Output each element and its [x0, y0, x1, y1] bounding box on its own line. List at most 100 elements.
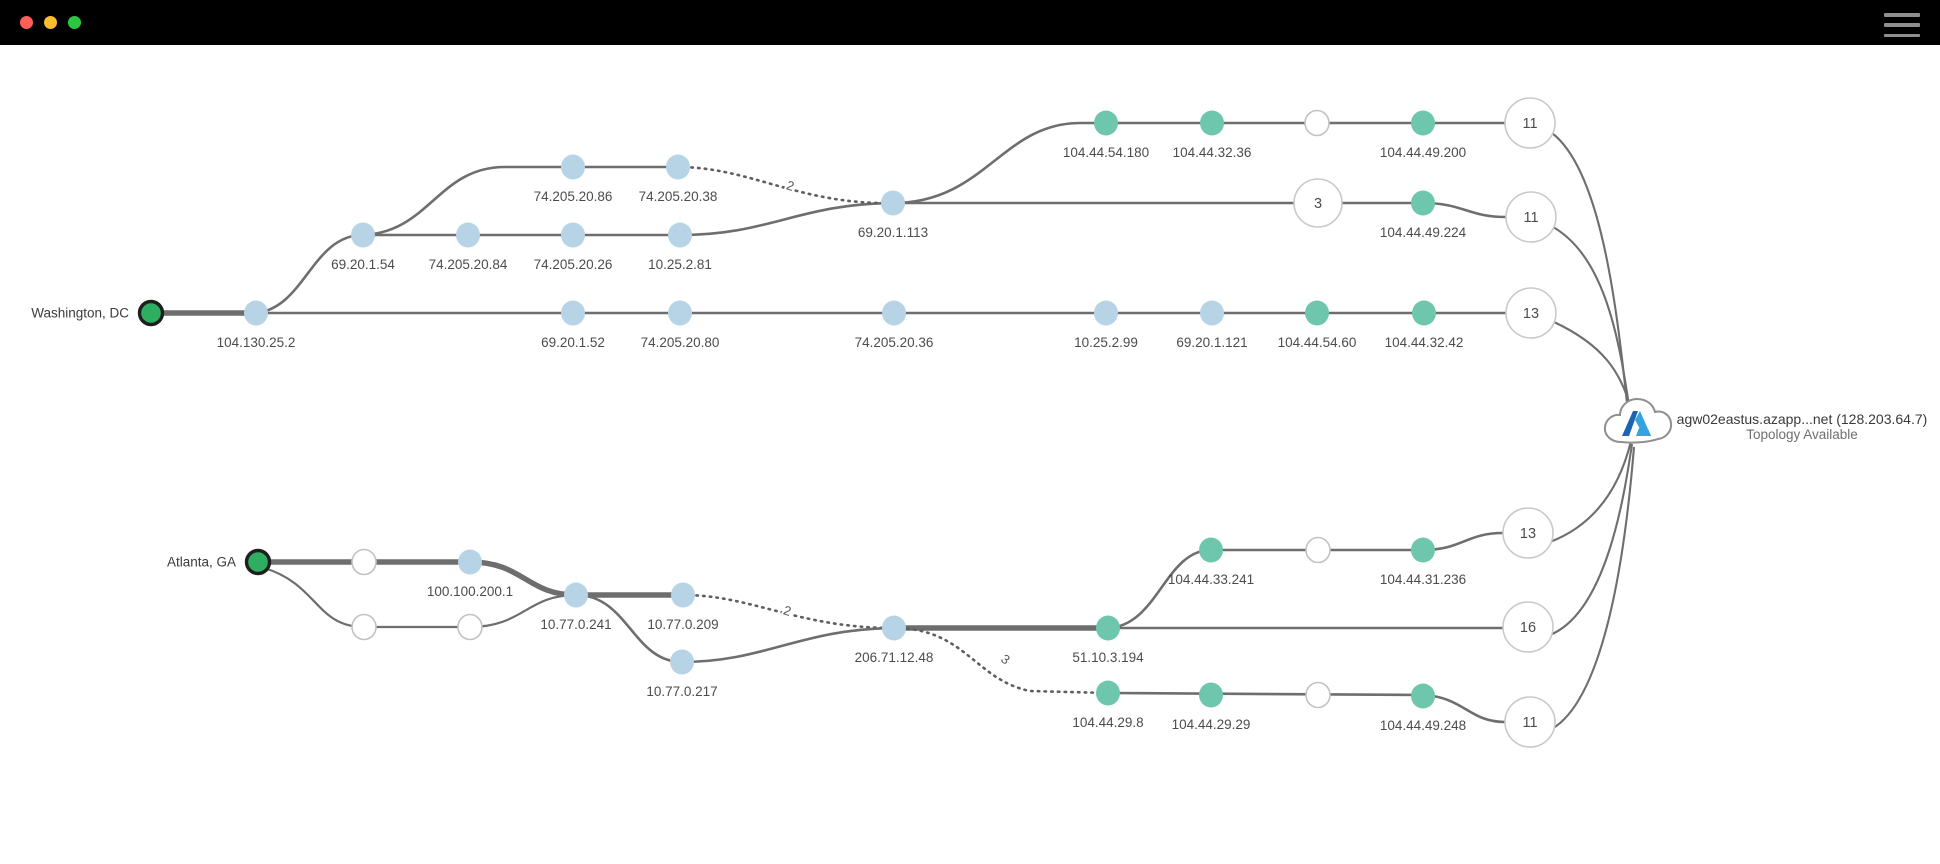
hop-count-circle[interactable]: [1293, 178, 1343, 228]
minimize-button[interactable]: [44, 16, 57, 29]
link-cloud-2: [1552, 226, 1631, 407]
hop-node[interactable]: [456, 222, 480, 248]
hop-node[interactable]: [351, 548, 377, 576]
hop-node[interactable]: [1412, 300, 1436, 326]
hop-node-label: 10.77.0.217: [646, 684, 717, 699]
hop-node[interactable]: [1200, 300, 1224, 326]
hop-node-label: 74.205.20.84: [429, 257, 508, 272]
hop-node[interactable]: [1199, 682, 1223, 708]
hop-node-label: 69.20.1.121: [1176, 335, 1247, 350]
hop-node-label: 104.44.29.8: [1072, 715, 1143, 730]
hop-node-label: 10.25.2.81: [648, 257, 712, 272]
hop-node[interactable]: [671, 582, 695, 608]
hop-count-circle[interactable]: [1502, 507, 1554, 559]
link-wash-up: [255, 233, 364, 315]
hop-node[interactable]: [1199, 537, 1223, 563]
link-atl-loop-down: [263, 566, 365, 629]
hop-node[interactable]: [1304, 109, 1330, 137]
link-69201113-toprow: [892, 121, 1505, 205]
link-cloud-6: [1547, 446, 1636, 732]
close-button[interactable]: [20, 16, 33, 29]
hop-node-label: 100.100.200.1: [427, 584, 513, 599]
hop-node[interactable]: [351, 222, 375, 248]
zoom-button[interactable]: [68, 16, 81, 29]
endpoint-status: Topology Available: [1746, 427, 1858, 442]
hop-node-label: 74.205.20.38: [639, 189, 718, 204]
edge-count-label: 3: [998, 651, 1013, 667]
hop-node[interactable]: [561, 222, 585, 248]
hop-node-label: 104.44.33.241: [1168, 572, 1254, 587]
hop-count-value: 13: [1523, 306, 1539, 322]
hop-node[interactable]: [1411, 110, 1435, 136]
link-cloud-3: [1553, 321, 1633, 410]
hop-node-label: 69.20.1.113: [858, 225, 928, 240]
link-atl-top-down: [469, 559, 577, 598]
source-node[interactable]: [137, 299, 165, 327]
source-node[interactable]: [244, 548, 272, 576]
hop-count-value: 16: [1520, 620, 1536, 636]
hop-node-label: 10.77.0.209: [647, 617, 718, 632]
hop-node[interactable]: [244, 300, 268, 326]
hop-node-label: 69.20.1.52: [541, 335, 605, 350]
hop-count-circle[interactable]: [1505, 287, 1557, 339]
link-31236-c13b: [1422, 531, 1504, 552]
hop-node[interactable]: [457, 613, 483, 641]
hop-node-label: 74.205.20.80: [641, 335, 720, 350]
hop-count-circle[interactable]: [1504, 696, 1556, 748]
hop-node-label: 10.25.2.99: [1074, 335, 1138, 350]
hop-node-label: 206.71.12.48: [855, 650, 934, 665]
hop-node[interactable]: [1411, 683, 1435, 709]
hop-node[interactable]: [1305, 300, 1329, 326]
hop-node[interactable]: [1200, 110, 1224, 136]
hop-node[interactable]: [881, 190, 905, 216]
hop-node[interactable]: [668, 300, 692, 326]
hamburger-menu-icon[interactable]: [1884, 13, 1920, 37]
hop-node[interactable]: [882, 300, 906, 326]
hop-node[interactable]: [882, 615, 906, 641]
link-cloud-5: [1549, 443, 1634, 636]
source-label: Washington, DC: [31, 306, 129, 321]
hop-count-value: 11: [1522, 116, 1537, 132]
hop-node[interactable]: [1094, 300, 1118, 326]
hop-node[interactable]: [666, 154, 690, 180]
hop-node[interactable]: [1096, 615, 1120, 641]
link-row694: [1107, 691, 1424, 697]
traffic-lights: [20, 16, 81, 29]
hop-node[interactable]: [1305, 681, 1331, 709]
link-dotted-3-atl: [892, 626, 1110, 695]
hop-node[interactable]: [1305, 536, 1331, 564]
link-1025281-69201113: [679, 201, 894, 237]
hop-node[interactable]: [1411, 190, 1435, 216]
hop-count-circle[interactable]: [1504, 97, 1556, 149]
hop-node-label: 104.44.29.29: [1172, 717, 1251, 732]
hop-node-label: 104.44.49.224: [1380, 225, 1467, 240]
azure-endpoint-node[interactable]: agw02eastus.azapp...net (128.203.64.7) T…: [1603, 397, 1927, 444]
hop-node[interactable]: [1096, 680, 1120, 706]
hop-node[interactable]: [1411, 537, 1435, 563]
link-5110-up: [1107, 548, 1212, 630]
hop-count-value: 13: [1520, 526, 1536, 542]
edge-count-label: 2: [782, 602, 794, 619]
link-241-217: [575, 593, 683, 664]
hop-node[interactable]: [458, 549, 482, 575]
hop-node[interactable]: [561, 154, 585, 180]
hop-node[interactable]: [561, 300, 585, 326]
hop-node-label: 104.44.49.200: [1380, 145, 1466, 160]
hop-node[interactable]: [351, 613, 377, 641]
link-cloud-4: [1549, 440, 1633, 543]
hop-count-circle[interactable]: [1502, 601, 1554, 653]
hop-node[interactable]: [668, 222, 692, 248]
hop-node-label: 74.205.20.86: [534, 189, 613, 204]
hop-count-circle[interactable]: [1505, 191, 1557, 243]
hop-count-value: 3: [1314, 196, 1322, 212]
hop-node[interactable]: [670, 649, 694, 675]
hop-node-label: 69.20.1.54: [331, 257, 395, 272]
hop-node[interactable]: [1094, 110, 1118, 136]
edge-count-label: 2: [785, 177, 797, 194]
hop-node[interactable]: [564, 582, 588, 608]
link-dotted-2-atl: [681, 593, 896, 630]
hop-count-value: 11: [1523, 210, 1538, 226]
hop-node-label: 104.130.25.2: [217, 335, 296, 350]
hop-node-label: 74.205.20.26: [534, 257, 613, 272]
